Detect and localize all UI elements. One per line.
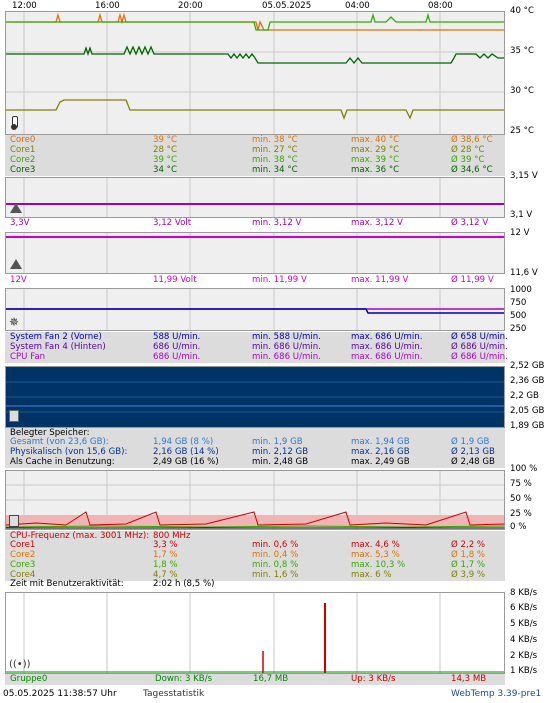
legend-row: Physikalisch (von 15,6 GB): 2,16 GB (14 %… bbox=[5, 447, 505, 458]
time-label: 08:00 bbox=[428, 1, 453, 11]
legend-row: Core1 28 °C min. 27 °C max. 29 °C Ø 28 °C bbox=[5, 145, 505, 156]
legend-row: Core4 4,7 % min. 1,6 % max. 6 % Ø 3,9 % bbox=[5, 570, 505, 581]
legend-row: Core3 34 °C min. 34 °C max. 36 °C Ø 34,6 °C bbox=[5, 165, 505, 176]
daily-stats-link[interactable]: Tagesstatistik bbox=[143, 689, 205, 699]
axis-label: 500 bbox=[510, 311, 527, 321]
memory-chip-icon bbox=[9, 410, 19, 422]
time-label: 12:00 bbox=[12, 1, 37, 11]
axis-label: 2,36 GB bbox=[510, 376, 545, 386]
network-down-rate: Down: 3 KB/s bbox=[155, 674, 213, 684]
fan-graph: ✵ bbox=[5, 288, 505, 331]
time-label: 04:00 bbox=[345, 1, 370, 11]
axis-label: 100 % bbox=[510, 464, 538, 474]
network-down-total: 16,7 MB bbox=[253, 674, 289, 684]
memory-header: Belegter Speicher: bbox=[5, 428, 505, 439]
axis-label: 4 KB/s bbox=[510, 635, 538, 645]
timestamp: 05.05.2025 11:38:57 Uhr bbox=[3, 689, 117, 699]
axis-label: 40 °C bbox=[510, 6, 534, 16]
axis-label: 2,2 GB bbox=[510, 391, 539, 401]
axis-label: 2 KB/s bbox=[510, 651, 538, 661]
axis-label: 3,1 V bbox=[510, 210, 533, 220]
time-label: 16:00 bbox=[95, 1, 120, 11]
legend-row: Gesamt (von 23,6 GB): 1,94 GB (8 %) min. 1… bbox=[5, 437, 505, 448]
voltage-3v3-graph bbox=[5, 177, 505, 218]
user-activity-row: Zeit mit Benutzeraktivität: 2:02 h (8,5 %… bbox=[10, 579, 215, 589]
legend-row: Als Cache in Benutzung: 2,49 GB (16 %) min… bbox=[5, 457, 505, 468]
time-label: 05.05.2025 bbox=[262, 1, 312, 11]
axis-label: 75 % bbox=[510, 479, 532, 489]
axis-label: 2,05 GB bbox=[510, 406, 545, 416]
legend-row: System Fan 2 (Vorne) 588 U/min. min. 588 U… bbox=[5, 332, 508, 343]
axis-label: 6 KB/s bbox=[510, 603, 538, 613]
cpu-chip-icon bbox=[9, 515, 19, 527]
warning-triangle-icon bbox=[10, 259, 22, 269]
axis-label: 30 °C bbox=[510, 86, 534, 96]
axis-label: 11,6 V bbox=[510, 268, 538, 278]
legend-row: Core2 1,7 % min. 0,4 % max. 5,3 % Ø 1,8 % bbox=[5, 550, 505, 561]
cpu-frequency-row: CPU-Frequenz (max. 3001 MHz): 800 MHz bbox=[5, 531, 505, 542]
legend-row: Core0 39 °C min. 38 °C max. 40 °C Ø 38,6 °C bbox=[5, 135, 505, 146]
axis-label: 3,15 V bbox=[510, 171, 538, 181]
thermometer-icon bbox=[9, 116, 19, 130]
legend-row: Core3 1,8 % min. 0,8 % max. 10,3 % Ø 1,7 % bbox=[5, 560, 505, 571]
axis-label: 8 KB/s bbox=[510, 588, 538, 598]
temperature-graph bbox=[5, 11, 505, 135]
network-up-rate: Up: 3 KB/s bbox=[351, 674, 396, 684]
axis-label: 2,52 GB bbox=[510, 361, 545, 371]
axis-label: 1,89 GB bbox=[510, 421, 545, 431]
fan-icon: ✵ bbox=[9, 315, 20, 329]
axis-label: 35 °C bbox=[510, 46, 534, 56]
network-up-total: 14,3 MB bbox=[451, 674, 487, 684]
voltage-12v-graph bbox=[5, 232, 505, 274]
memory-graph bbox=[5, 366, 505, 428]
axis-label: 0 % bbox=[510, 522, 527, 532]
axis-label: 50 % bbox=[510, 494, 532, 504]
axis-label: 25 °C bbox=[510, 126, 534, 136]
axis-label: 1000 bbox=[510, 285, 532, 295]
network-graph: ((•)) bbox=[5, 592, 505, 674]
app-version: WebTemp 3.39-pre1 bbox=[451, 689, 542, 699]
cpu-load-graph bbox=[5, 470, 505, 530]
network-icon: ((•)) bbox=[9, 659, 31, 670]
legend-row: CPU Fan 686 U/min. min. 686 U/min. max. 686… bbox=[5, 352, 508, 363]
legend-row: System Fan 4 (Hinten) 686 U/min. min. 686 … bbox=[5, 342, 508, 353]
warning-triangle-icon bbox=[10, 203, 22, 213]
axis-label: 1 KB/s bbox=[510, 666, 538, 676]
legend-row: Core2 39 °C min. 38 °C max. 39 °C Ø 39 °C bbox=[5, 155, 505, 166]
legend-row: Core1 3,3 % min. 0,6 % max. 4,6 % Ø 2,2 % bbox=[5, 540, 505, 551]
axis-label: 750 bbox=[510, 298, 527, 308]
axis-label: 250 bbox=[510, 324, 527, 334]
time-label: 20:00 bbox=[178, 1, 203, 11]
axis-label: 25 % bbox=[510, 509, 532, 519]
axis-label: 12 V bbox=[510, 228, 530, 238]
axis-label: 5 KB/s bbox=[510, 619, 538, 629]
network-legend-row: Gruppe0 Down: 3 KB/s 16,7 MB Up: 3 KB/s … bbox=[5, 674, 505, 685]
network-group-label: Gruppe0 bbox=[10, 674, 48, 684]
